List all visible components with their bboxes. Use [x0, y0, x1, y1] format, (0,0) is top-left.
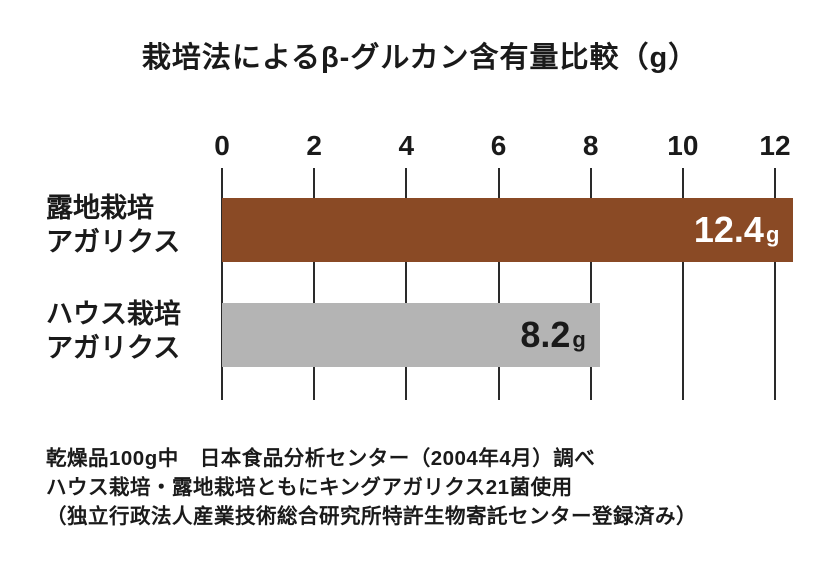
gridline [405, 168, 408, 400]
x-tick-label: 2 [306, 130, 322, 161]
category-label-open-field: 露地栽培 アガリクス [46, 193, 181, 257]
bar-0: 12.4g [222, 198, 794, 262]
gridline [681, 168, 684, 400]
x-tick-label: 6 [490, 130, 507, 161]
footnote-line-2: ハウス栽培・露地栽培ともにキングアガリクス21菌使用 [46, 476, 573, 500]
bar-value: 12.4g [694, 209, 780, 251]
plot-area: 12.4g 8.2g [221, 168, 794, 400]
bar-value-unit: g [572, 327, 586, 352]
bar-value-number: 8.2 [520, 314, 571, 355]
gridline [774, 168, 776, 400]
x-tick-label: 12 [759, 130, 791, 161]
gridline [589, 168, 592, 400]
chart-title: 栽培法によるβ-グルカン含有量比較（g） [141, 42, 699, 74]
footnote-line-3: （独立行政法人産業技術総合研究所特許生物寄託センター登録済み） [46, 505, 697, 529]
footnote-line-1: 乾燥品100g中 日本食品分析センター（2004年4月）調べ [46, 447, 596, 470]
bar-value-number: 12.4 [693, 209, 764, 250]
footnote: 乾燥品100g中 日本食品分析センター（2004年4月）調べ ハウス栽培・露地栽… [46, 444, 697, 531]
gridline [221, 168, 223, 400]
bar-value-unit: g [765, 222, 780, 247]
bar-value: 8.2g [520, 314, 586, 356]
category-label-greenhouse: ハウス栽培 アガリクス [46, 299, 181, 363]
x-axis: 0 2 4 6 8 10 12 [214, 130, 790, 164]
bar-1: 8.2g [222, 303, 600, 367]
x-tick-label: 8 [582, 130, 599, 161]
x-tick-label: 0 [214, 130, 230, 161]
x-tick-label: 4 [398, 130, 415, 161]
x-tick-label: 10 [667, 130, 699, 161]
gridline [497, 168, 500, 400]
gridline [313, 168, 316, 400]
